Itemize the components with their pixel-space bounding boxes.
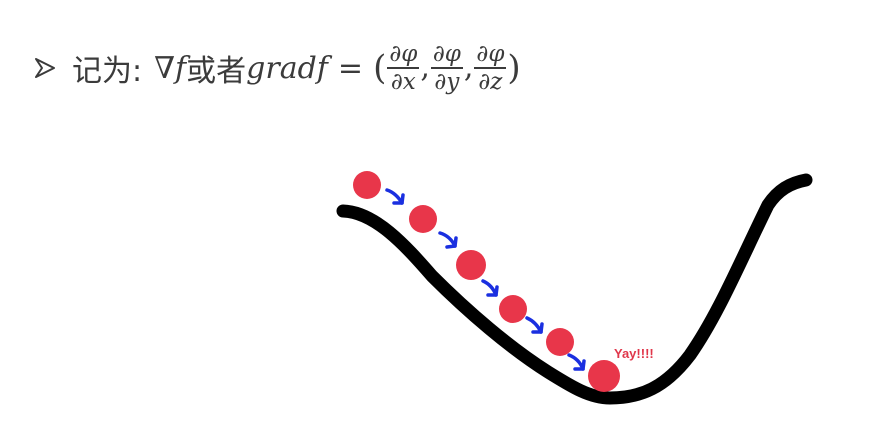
fraction-denominator: ∂y bbox=[434, 68, 460, 95]
open-paren: ( bbox=[373, 48, 387, 88]
ball bbox=[353, 171, 381, 199]
close-paren: ) bbox=[507, 48, 521, 88]
comma-separator: , bbox=[463, 49, 474, 85]
ball bbox=[588, 360, 620, 392]
blue-arrow-icon bbox=[567, 353, 586, 371]
partial-x-fraction: ∂φ ∂x bbox=[387, 41, 420, 95]
comma-separator: , bbox=[420, 49, 430, 85]
ball bbox=[546, 328, 574, 356]
partial-z-fraction: ∂φ ∂z bbox=[474, 41, 507, 95]
balls bbox=[353, 171, 620, 392]
fraction-numerator: ∂φ bbox=[389, 41, 418, 68]
yay-annotation: Yay!!!! bbox=[614, 346, 654, 361]
fraction-bar bbox=[430, 67, 463, 69]
gradient-vector: ( ∂φ ∂x , ∂φ ∂y , ∂φ ∂z ) bbox=[373, 41, 521, 95]
fraction-bar bbox=[387, 67, 420, 69]
blue-arrow-icon bbox=[385, 188, 405, 205]
bullet-arrow-icon bbox=[35, 58, 55, 78]
loss-curve bbox=[336, 173, 813, 405]
equals-sign: = bbox=[337, 50, 364, 86]
formula-prefix: 记为: bbox=[72, 54, 143, 89]
partial-y-fraction: ∂φ ∂y bbox=[430, 41, 463, 95]
fraction-bar bbox=[474, 67, 507, 69]
ball bbox=[456, 250, 486, 280]
fraction-numerator: ∂φ bbox=[432, 41, 461, 68]
ball bbox=[499, 295, 527, 323]
blue-arrow-icon bbox=[525, 316, 544, 334]
nabla-f: ∇f bbox=[154, 50, 187, 86]
ball bbox=[409, 205, 437, 233]
fraction-denominator: ∂z bbox=[478, 68, 503, 95]
formula-line: 记为: ∇f 或者 gradf = ( ∂φ ∂x , ∂φ ∂y , ∂φ ∂… bbox=[34, 36, 521, 100]
fraction-numerator: ∂φ bbox=[476, 41, 505, 68]
blue-arrow-icon bbox=[438, 231, 458, 249]
formula-connector: 或者 bbox=[186, 54, 247, 89]
blue-arrow-icon bbox=[481, 279, 499, 297]
grad-f: gradf bbox=[246, 50, 328, 86]
descent-arrows bbox=[385, 188, 586, 371]
fraction-denominator: ∂x bbox=[390, 68, 416, 95]
